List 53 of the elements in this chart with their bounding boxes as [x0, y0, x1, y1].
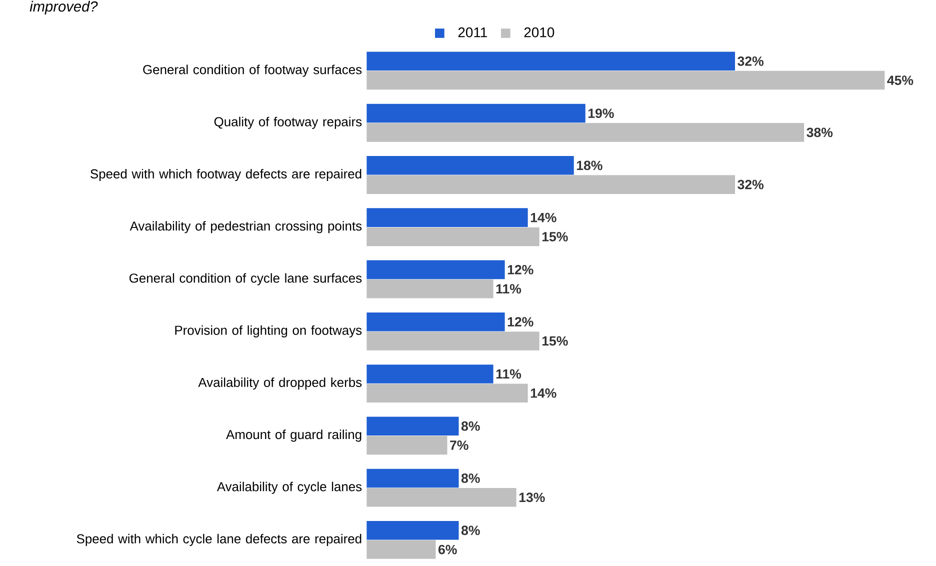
data-label: 15%: [542, 232, 568, 242]
bar: [366, 227, 540, 246]
bar: [366, 488, 516, 507]
y-tick-label: Provision of lighting on footways: [175, 325, 362, 338]
data-label: 18%: [576, 160, 602, 170]
y-tick-label: General condition of footway surfaces: [143, 64, 362, 77]
y-tick-label: General condition of cycle lane surfaces: [129, 273, 362, 286]
data-label: 15%: [542, 336, 568, 346]
y-tick-label: Availability of pedestrian crossing points: [130, 221, 362, 234]
bar: [366, 540, 436, 559]
data-label: 8%: [461, 474, 480, 483]
bar: [366, 175, 736, 194]
y-tick-label: Speed with which footway defects are repaired: [90, 168, 362, 182]
bar: [366, 52, 736, 71]
legend-label: 2010: [524, 27, 554, 38]
bar: [366, 156, 574, 175]
data-label: 14%: [530, 388, 556, 398]
data-label: 8%: [461, 526, 480, 536]
data-label: 12%: [508, 265, 534, 274]
bar: [366, 436, 448, 455]
data-label: 45%: [887, 76, 914, 85]
data-label: 11%: [496, 284, 522, 294]
bar: [366, 279, 494, 298]
bar: [366, 312, 505, 332]
data-label: 8%: [461, 421, 480, 431]
data-label: 13%: [519, 492, 545, 502]
legend-label: 2011: [458, 27, 487, 38]
data-label: 38%: [806, 128, 833, 138]
text: improved?: [30, 0, 98, 15]
data-label: 11%: [496, 369, 522, 379]
data-label: 19%: [588, 108, 614, 118]
bar: [366, 364, 494, 384]
y-tick-label: Speed with which cycle lane defects are repaired: [76, 534, 362, 546]
bar: [366, 70, 885, 90]
bar: [366, 468, 459, 488]
data-label: 14%: [530, 212, 556, 222]
data-label: 6%: [438, 544, 457, 554]
bar: [366, 332, 540, 350]
data-label: 32%: [738, 56, 764, 66]
bar: [366, 208, 528, 227]
bar: [366, 384, 528, 402]
bar: [366, 123, 804, 142]
y-tick-label: Quality of footway repairs: [214, 116, 362, 129]
bar: [366, 104, 586, 123]
data-label: 7%: [450, 440, 468, 450]
y-tick-label: Availability of dropped kerbs: [198, 377, 362, 390]
data-label: 32%: [738, 180, 764, 190]
data-label: 12%: [508, 317, 534, 327]
bar: [366, 416, 459, 436]
bar: [366, 520, 459, 540]
y-tick-label: Amount of guard railing: [226, 430, 362, 442]
bar: [366, 260, 505, 280]
y-tick-label: Availability of cycle lanes: [216, 482, 362, 494]
